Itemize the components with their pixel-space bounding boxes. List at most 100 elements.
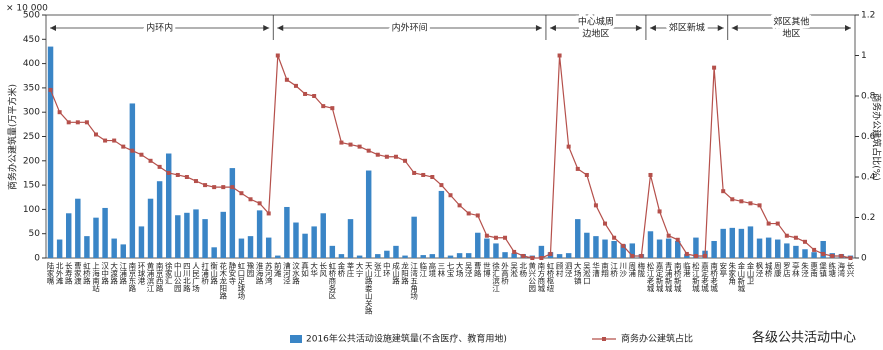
- line-marker: [439, 183, 444, 188]
- line-marker: [712, 65, 717, 70]
- bar: [647, 231, 654, 258]
- x-tick-label: 南桥老城: [709, 261, 718, 294]
- x-tick-label: 天山路娄山关路: [364, 262, 373, 315]
- bar: [47, 46, 54, 259]
- x-tick-label: 大场镇: [573, 261, 582, 286]
- line-marker: [221, 185, 226, 190]
- bar: [84, 236, 90, 258]
- bar: [393, 245, 399, 258]
- bar: [411, 216, 417, 258]
- bar: [493, 243, 499, 258]
- line-marker: [830, 253, 835, 258]
- legend-label: 商务办公建筑占比: [621, 333, 693, 345]
- line-marker: [93, 132, 98, 137]
- bar: [365, 170, 372, 258]
- x-tick-label: 北外滩: [55, 262, 64, 286]
- x-tick-label: 中环: [382, 261, 391, 279]
- x-tick-label: 南翔: [600, 261, 609, 279]
- x-tick-label: 上海南站: [91, 262, 100, 294]
- x-tick-label: 金山新城: [737, 261, 746, 294]
- x-tick-label: 静安寺: [228, 261, 237, 285]
- bar: [384, 250, 390, 258]
- line-marker: [284, 77, 289, 82]
- bar: [602, 239, 608, 258]
- line-marker: [784, 233, 789, 238]
- bar: [175, 215, 181, 258]
- bar: [129, 103, 136, 259]
- bar: [756, 238, 763, 258]
- bar: [293, 222, 299, 258]
- y2-tick-label: 1.2: [861, 11, 875, 21]
- y-axis-title: 商务办公建筑量(万平方米): [7, 84, 19, 190]
- bar: [238, 238, 245, 258]
- line-marker: [793, 235, 798, 240]
- x-tick-label: 张江: [373, 262, 382, 279]
- line-marker: [384, 154, 389, 159]
- line-marker: [612, 235, 617, 240]
- x-tick-label: 大场: [455, 261, 464, 279]
- bar: [184, 212, 190, 258]
- x-tick-label: 金山卫: [746, 261, 755, 285]
- line-marker: [366, 148, 371, 153]
- bar: [111, 238, 117, 258]
- bar: [575, 219, 581, 258]
- line-marker: [139, 152, 144, 157]
- x-tick-label: 高境: [428, 261, 437, 279]
- line-marker: [203, 183, 208, 188]
- group-label: 郊区其他: [773, 16, 809, 28]
- x-tick-label: 环球港: [137, 262, 146, 286]
- bar: [275, 255, 281, 258]
- bar: [211, 247, 217, 258]
- x-tick-label: 松江新城: [691, 261, 700, 294]
- x-tick-label: 泗泾: [564, 262, 573, 279]
- x-tick-label: 川沙: [618, 262, 627, 277]
- corner-note: 各级公共活动中心: [752, 330, 856, 346]
- x-tick-label: 南京西路: [155, 261, 164, 293]
- bar: [102, 207, 108, 258]
- line-marker: [721, 189, 726, 194]
- line-marker: [275, 53, 280, 58]
- x-tick-label: 汶水路: [291, 261, 300, 285]
- x-tick-label: 衡山路: [209, 261, 218, 285]
- line-marker: [757, 203, 762, 208]
- x-tick-label: 龙阳路: [400, 261, 409, 285]
- line-marker: [639, 253, 644, 258]
- bar: [193, 209, 199, 258]
- x-tick-label: 江浦路: [119, 262, 128, 285]
- x-tick-label: 成山路: [391, 261, 400, 285]
- line-marker: [403, 158, 408, 163]
- bar: [302, 233, 308, 258]
- group-label: 郊区新城: [669, 22, 705, 34]
- y2-axis-title: 商务办公建筑占比(%): [871, 93, 883, 181]
- x-tick-label: 江桥: [609, 262, 618, 279]
- line-marker: [548, 251, 553, 256]
- bar: [611, 240, 617, 258]
- line-marker: [839, 253, 844, 258]
- x-tick-label: 吴淞口: [582, 262, 591, 285]
- line-marker: [66, 120, 71, 125]
- y2-tick-label: 0: [861, 254, 867, 264]
- line-marker: [803, 239, 808, 244]
- y-tick-label: 350: [23, 83, 40, 93]
- line-marker: [130, 148, 135, 153]
- line-marker: [621, 243, 626, 248]
- line-marker: [703, 253, 708, 258]
- x-tick-label: 黄兴公园: [528, 261, 537, 294]
- bar: [793, 245, 799, 258]
- bar: [75, 198, 81, 258]
- x-tick-label: 外高桥: [500, 261, 509, 286]
- line-marker: [730, 197, 735, 202]
- bar: [620, 244, 626, 258]
- line-marker: [121, 144, 126, 149]
- y2-tick-label: 0.8: [861, 92, 876, 102]
- line-marker: [448, 193, 453, 198]
- x-tick-label: 长风: [318, 261, 327, 279]
- line-marker: [848, 256, 853, 260]
- x-tick-label: 曹家渡: [73, 261, 82, 286]
- line-marker: [593, 203, 598, 208]
- line-marker: [466, 211, 471, 216]
- y-tick-label: 400: [23, 59, 40, 69]
- x-tick-label: 朱泾: [800, 261, 809, 279]
- line-marker: [484, 233, 489, 238]
